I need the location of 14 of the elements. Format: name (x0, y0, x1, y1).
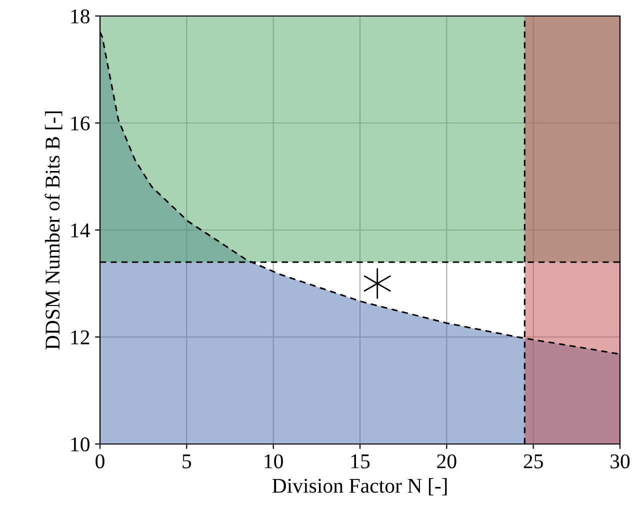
y-tick-label: 18 (71, 9, 90, 24)
y-axis-title: DDSM Number of Bits B [-] (44, 111, 62, 350)
y-tick-label: 14 (71, 223, 90, 238)
x-tick-label: 15 (351, 454, 370, 468)
x-tick-label: 10 (264, 454, 283, 468)
x-axis-title: Division Factor N [-] (272, 478, 447, 496)
x-tick-label: 0 (96, 454, 104, 468)
y-tick-label: 10 (71, 437, 90, 452)
x-tick-label: 30 (610, 454, 630, 468)
x-tick-label: 5 (182, 454, 192, 468)
y-tick-label: 16 (71, 116, 90, 130)
x-tick-label: 20 (437, 454, 456, 468)
y-tick-label: 12 (71, 330, 90, 344)
x-tick-label: 25 (524, 454, 543, 468)
